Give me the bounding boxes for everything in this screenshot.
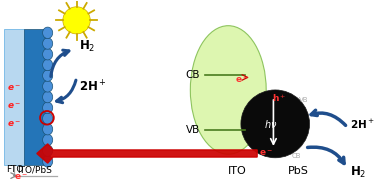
Text: VB: VB [299,97,308,103]
Text: e$^-$: e$^-$ [14,172,28,182]
Ellipse shape [43,156,53,167]
Ellipse shape [43,81,53,92]
Text: FTO: FTO [6,165,23,174]
Ellipse shape [43,70,53,81]
Text: 2H$^+$: 2H$^+$ [79,79,107,95]
Text: e$^-$: e$^-$ [8,83,22,93]
Text: e$^-$: e$^-$ [8,119,22,129]
Text: 2H$^+$: 2H$^+$ [350,118,375,131]
Text: e$^-$: e$^-$ [235,75,249,85]
Text: e$^-$: e$^-$ [259,149,273,158]
Ellipse shape [43,113,53,124]
Text: VB: VB [186,125,200,135]
Text: e$^-$: e$^-$ [8,101,22,111]
Text: $h\nu$: $h\nu$ [264,118,277,130]
Ellipse shape [43,102,53,113]
Text: CB: CB [291,153,301,159]
Ellipse shape [43,59,53,71]
Ellipse shape [43,38,53,49]
Ellipse shape [43,27,53,39]
Text: H$_2$: H$_2$ [350,165,367,180]
Circle shape [63,7,90,34]
Text: h$^+$: h$^+$ [273,92,287,104]
Ellipse shape [43,48,53,60]
Circle shape [241,90,310,158]
Text: ITO: ITO [228,166,247,176]
Polygon shape [37,144,257,163]
Bar [4,29,24,165]
Text: CB: CB [186,70,200,80]
Ellipse shape [191,26,266,154]
Text: ITO/PbS: ITO/PbS [17,165,53,174]
Ellipse shape [43,145,53,156]
Text: H$_2$: H$_2$ [79,39,96,54]
Bar [24,29,48,165]
Ellipse shape [43,91,53,103]
Ellipse shape [43,134,53,146]
Ellipse shape [43,124,53,135]
Text: PbS: PbS [288,166,309,176]
